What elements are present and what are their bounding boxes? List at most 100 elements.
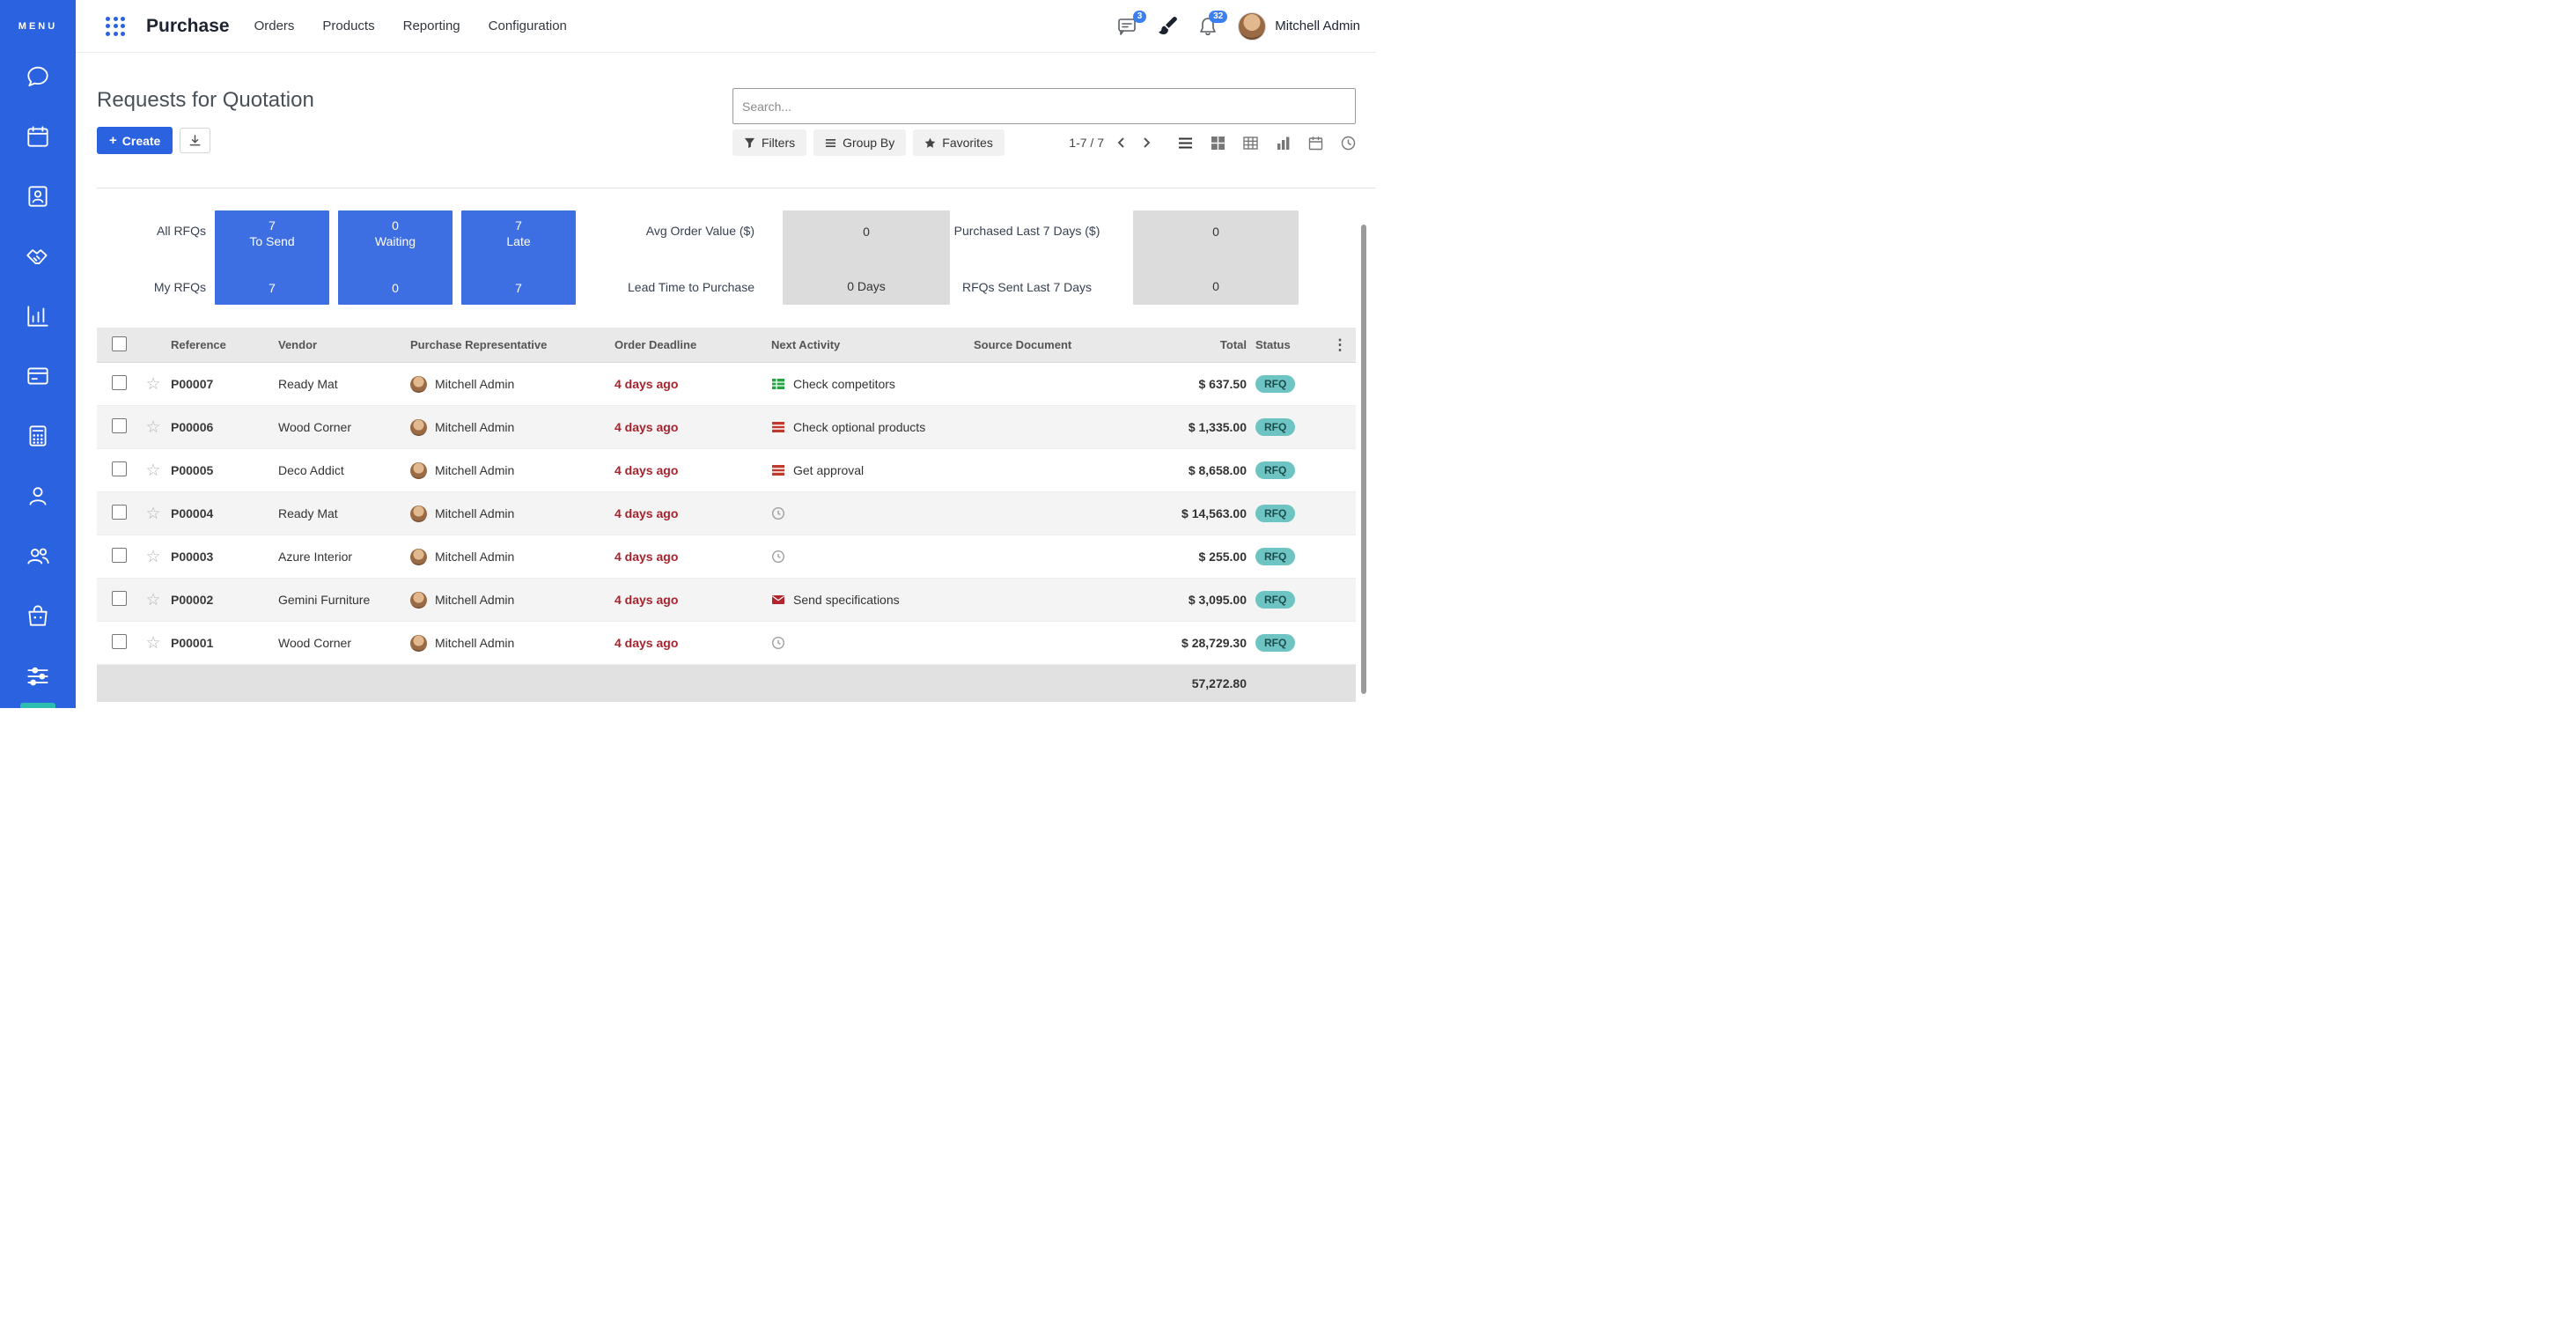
tile-late[interactable]: 7 Late 7 (461, 210, 576, 305)
page-title: Requests for Quotation (97, 88, 314, 112)
table-row[interactable]: ☆ P00001 Wood Corner Mitchell Admin 4 da… (97, 622, 1356, 665)
column-header-vendor[interactable]: Vendor (278, 338, 318, 351)
row-checkbox[interactable] (112, 418, 127, 433)
stat-tile-last-7-days: 0 0 (1133, 210, 1299, 305)
activity-view-button[interactable] (1341, 136, 1356, 151)
column-header-order-deadline[interactable]: Order Deadline (615, 338, 697, 351)
column-header-next-activity[interactable]: Next Activity (771, 338, 841, 351)
cell-next-activity[interactable] (771, 636, 974, 650)
column-header-source-document[interactable]: Source Document (974, 338, 1072, 351)
group-by-button[interactable]: Group By (813, 129, 907, 156)
shopping-bag-icon (28, 605, 48, 626)
tile-waiting[interactable]: 0 Waiting 0 (338, 210, 453, 305)
avatar (410, 548, 427, 565)
row-checkbox[interactable] (112, 634, 127, 649)
sidebar-item-discuss[interactable] (25, 63, 51, 90)
avatar (410, 375, 427, 393)
menu-configuration[interactable]: Configuration (488, 18, 567, 33)
activity-label: Check competitors (793, 377, 895, 391)
stat-label-avg-order-value: Avg Order Value ($) (645, 224, 754, 238)
pager-next-button[interactable] (1138, 133, 1155, 152)
filter-my-rfqs[interactable]: My RFQs (153, 280, 206, 294)
column-header-total[interactable]: Total (1219, 338, 1247, 351)
search-box (732, 88, 1356, 124)
table-row[interactable]: ☆ P00007 Ready Mat Mitchell Admin 4 days… (97, 363, 1356, 406)
favorite-star-icon[interactable]: ☆ (145, 547, 161, 566)
view-switcher (1178, 136, 1356, 151)
optional-columns-button[interactable]: ⋮ (1332, 336, 1348, 353)
sidebar-item-purchase[interactable] (25, 602, 51, 629)
favorite-star-icon[interactable]: ☆ (145, 461, 161, 480)
list-view-button[interactable] (1178, 136, 1193, 151)
cell-next-activity[interactable]: Get approval (771, 463, 974, 477)
kanban-view-button[interactable] (1211, 136, 1225, 151)
activity-list-red-icon (771, 463, 785, 477)
favorite-star-icon[interactable]: ☆ (145, 633, 161, 653)
sidebar-item-dashboards[interactable] (25, 363, 51, 389)
cell-next-activity[interactable] (771, 506, 974, 520)
messages-badge: 3 (1132, 10, 1147, 23)
create-button[interactable]: + Create (97, 127, 173, 154)
messages-button[interactable]: 3 (1116, 10, 1147, 37)
menu-products[interactable]: Products (322, 18, 375, 33)
cell-order-deadline: 4 days ago (615, 463, 679, 477)
cell-reference: P00002 (171, 593, 214, 607)
row-checkbox[interactable] (112, 461, 127, 476)
favorites-button[interactable]: Favorites (913, 129, 1005, 156)
filters-button[interactable]: Filters (732, 129, 807, 156)
column-header-status[interactable]: Status (1255, 338, 1291, 351)
activity-clock-icon (771, 506, 785, 520)
sidebar-item-employees[interactable] (25, 483, 51, 509)
table-row[interactable]: ☆ P00005 Deco Addict Mitchell Admin 4 da… (97, 449, 1356, 492)
user-menu[interactable]: Mitchell Admin (1238, 11, 1360, 41)
tile-to-send[interactable]: 7 To Send 7 (215, 210, 329, 305)
cell-next-activity[interactable]: Check optional products (771, 420, 974, 434)
graph-view-button[interactable] (1276, 136, 1291, 151)
apps-grid-icon[interactable] (106, 16, 125, 36)
sidebar-item-calendar[interactable] (25, 123, 51, 150)
pivot-view-button[interactable] (1243, 136, 1258, 151)
sidebar-item-settings[interactable] (25, 662, 51, 689)
sidebar-item-crm[interactable] (25, 243, 51, 269)
row-checkbox[interactable] (112, 375, 127, 390)
notifications-button[interactable]: 32 (1197, 10, 1228, 37)
menu-reporting[interactable]: Reporting (402, 18, 460, 33)
sidebar-item-accounting[interactable] (25, 423, 51, 449)
search-input[interactable] (742, 99, 1346, 114)
calendar-view-button[interactable] (1308, 136, 1323, 151)
table-row[interactable]: ☆ P00006 Wood Corner Mitchell Admin 4 da… (97, 406, 1356, 449)
table-row[interactable]: ☆ P00002 Gemini Furniture Mitchell Admin… (97, 579, 1356, 622)
app-title[interactable]: Purchase (146, 15, 230, 36)
studio-brush-button[interactable] (1157, 16, 1178, 37)
column-header-purchase-representative[interactable]: Purchase Representative (410, 338, 548, 351)
table-row[interactable]: ☆ P00003 Azure Interior Mitchell Admin 4… (97, 535, 1356, 579)
export-button[interactable] (180, 128, 211, 153)
cell-next-activity[interactable]: Send specifications (771, 593, 974, 607)
favorite-star-icon[interactable]: ☆ (145, 374, 161, 394)
cell-representative: Mitchell Admin (435, 463, 515, 477)
sidebar-item-sales[interactable] (25, 303, 51, 329)
favorite-star-icon[interactable]: ☆ (145, 417, 161, 437)
user-name: Mitchell Admin (1275, 18, 1360, 33)
select-all-checkbox[interactable] (112, 336, 127, 351)
pager-previous-button[interactable] (1113, 133, 1130, 152)
column-header-reference[interactable]: Reference (171, 338, 226, 351)
table-row[interactable]: ☆ P00004 Ready Mat Mitchell Admin 4 days… (97, 492, 1356, 535)
filter-all-rfqs[interactable]: All RFQs (157, 224, 206, 238)
row-checkbox[interactable] (112, 505, 127, 520)
sidebar-item-contacts[interactable] (25, 183, 51, 210)
row-checkbox[interactable] (112, 591, 127, 606)
favorite-star-icon[interactable]: ☆ (145, 504, 161, 523)
avatar (410, 591, 427, 609)
cell-representative: Mitchell Admin (435, 636, 515, 650)
row-checkbox[interactable] (112, 548, 127, 563)
menu-orders[interactable]: Orders (254, 18, 295, 33)
menu-toggle[interactable]: MENU (18, 21, 58, 32)
vertical-scrollbar[interactable] (1361, 225, 1366, 694)
cell-next-activity[interactable] (771, 550, 974, 564)
sliders-icon (27, 667, 48, 686)
top-menu: Orders Products Reporting Configuration (254, 18, 567, 33)
cell-next-activity[interactable]: Check competitors (771, 377, 974, 391)
sidebar-item-members[interactable] (25, 542, 51, 569)
favorite-star-icon[interactable]: ☆ (145, 590, 161, 609)
